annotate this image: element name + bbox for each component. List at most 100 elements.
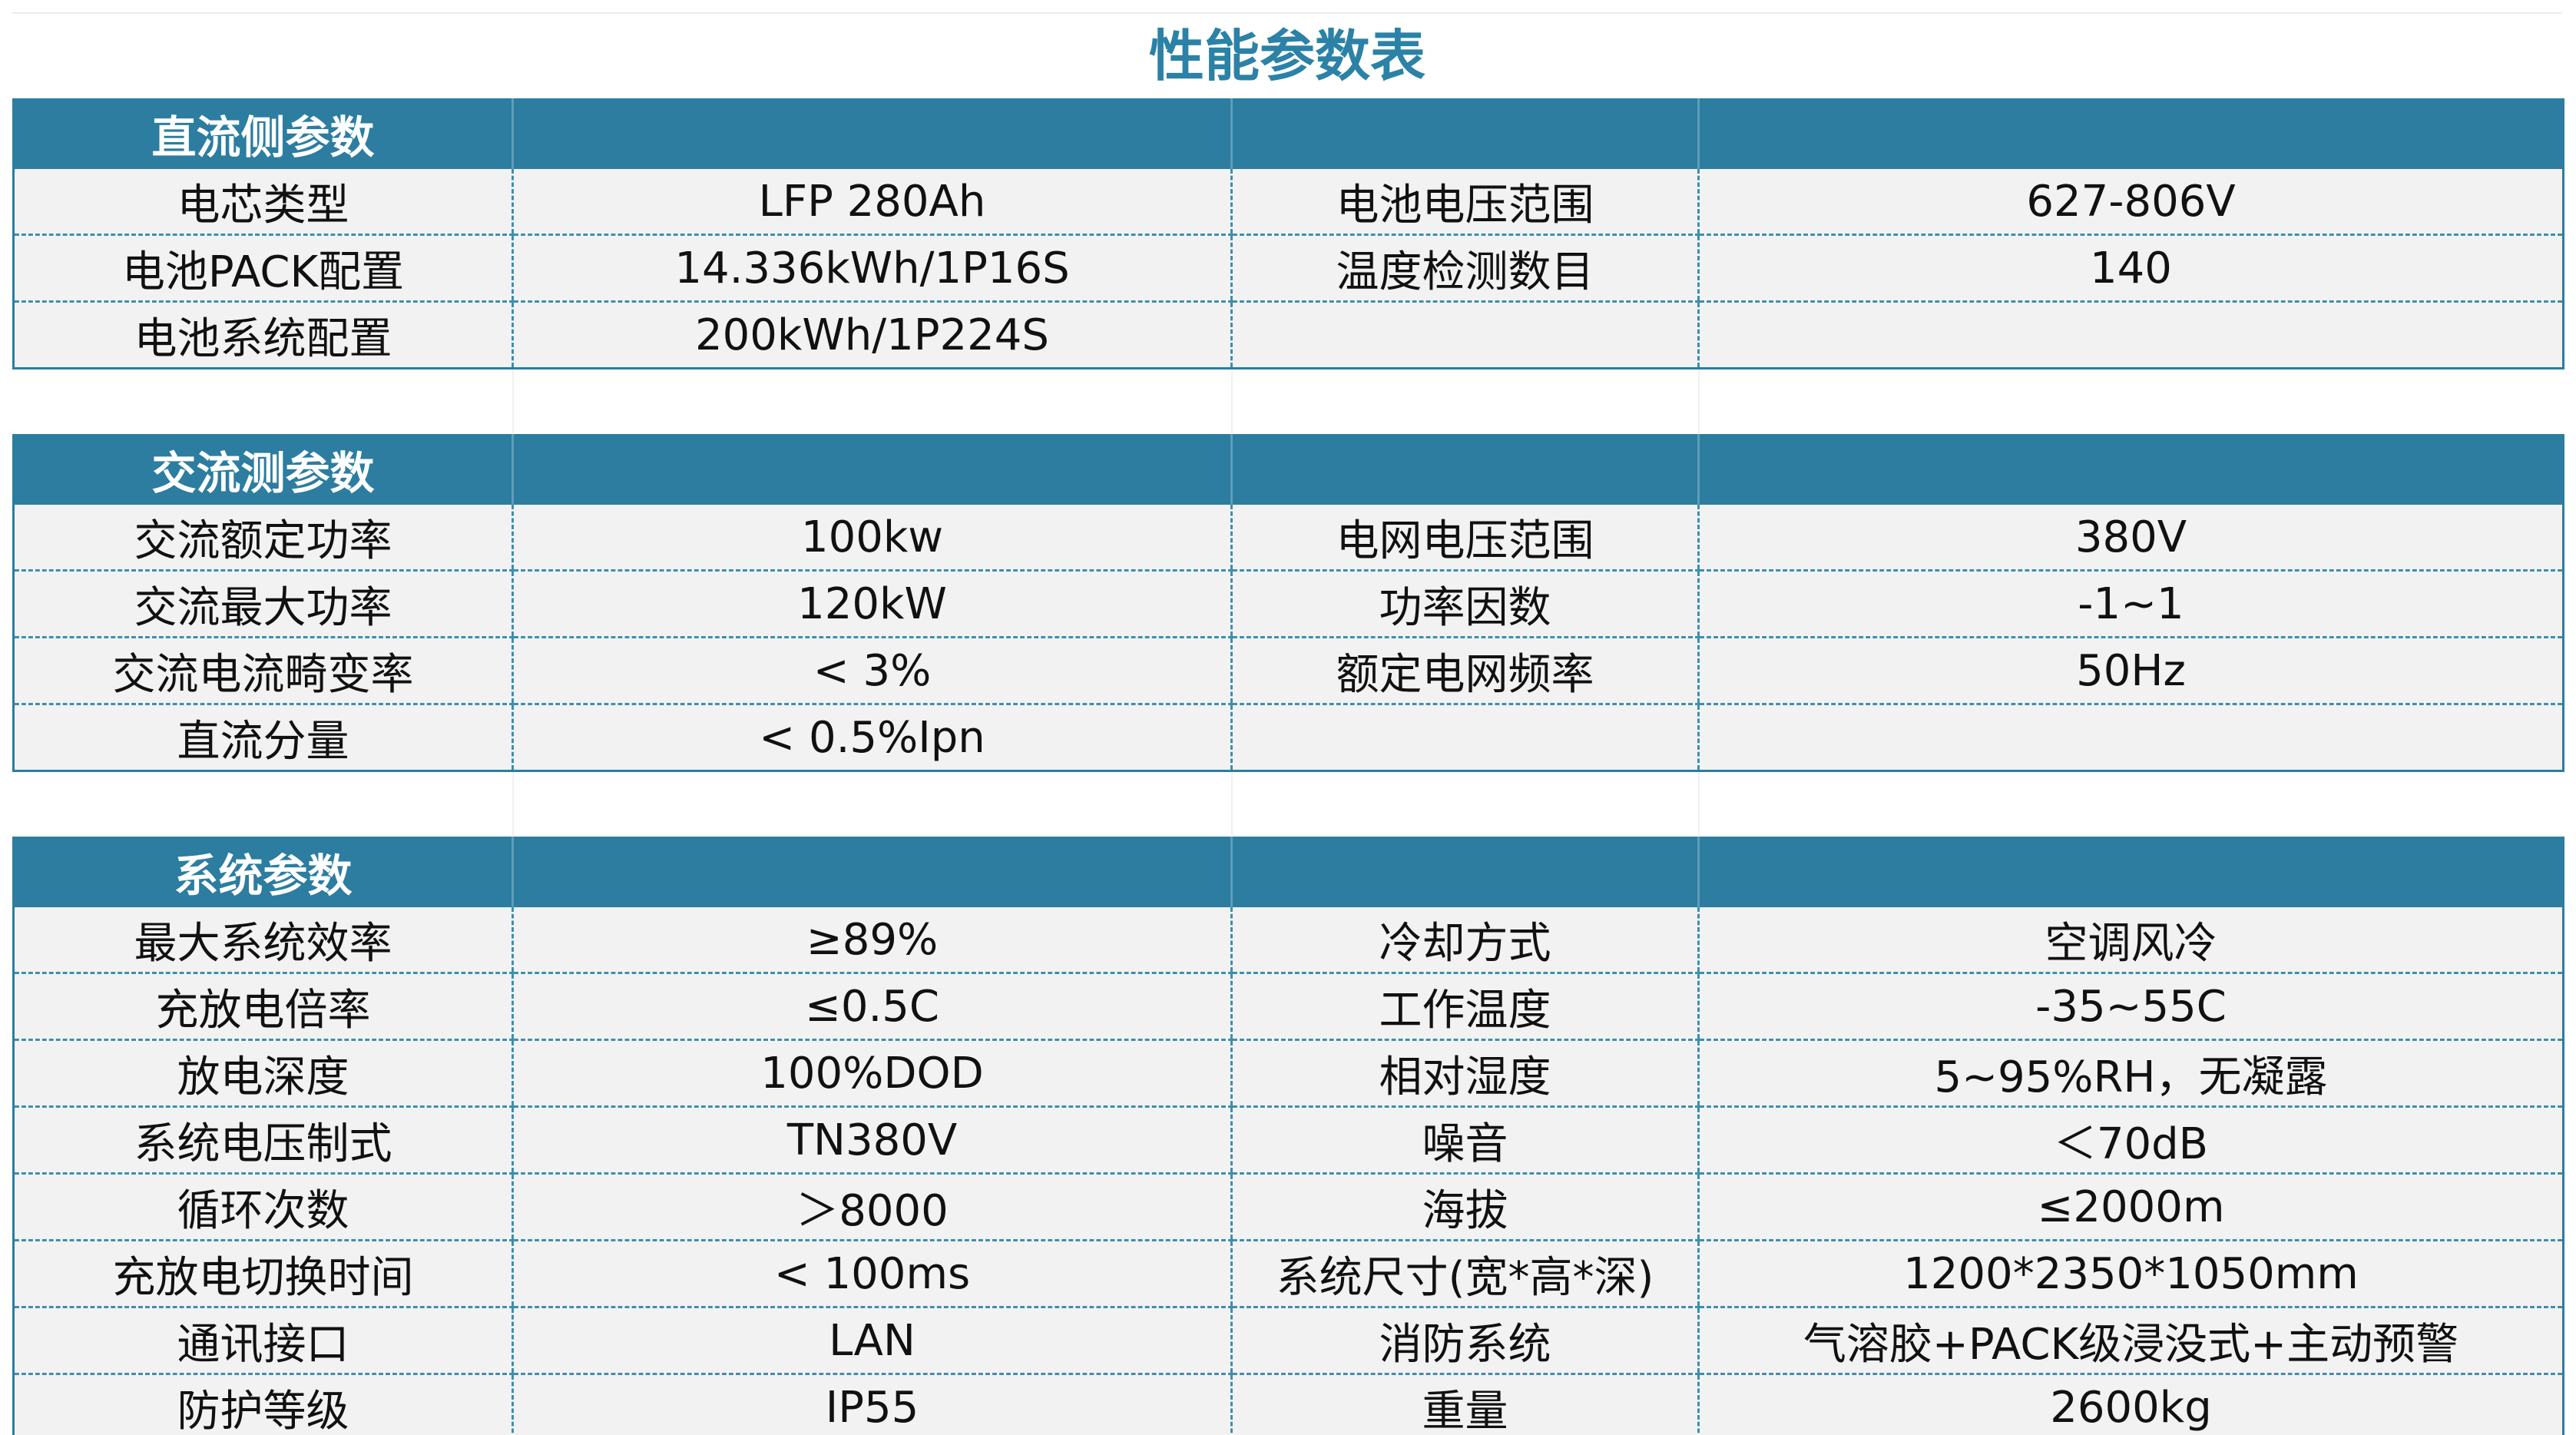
table-row: 交流额定功率 100kw 电网电压范围 380V: [12, 505, 2564, 572]
table-row: 交流电流畸变率 < 3% 额定电网频率 50Hz: [12, 637, 2564, 705]
section-spacer: [13, 771, 2564, 837]
table-row: 循环次数 ＞8000 海拔 ≤2000m: [12, 1173, 2564, 1241]
param-value-right: 50Hz: [1697, 637, 2564, 705]
param-value-left: ＞8000: [512, 1173, 1232, 1241]
section-header-cell: [512, 837, 1232, 907]
param-value-left: 200kWh/1P224S: [512, 301, 1232, 370]
param-value-left: < 0.5%Ipn: [512, 704, 1232, 772]
param-value-right: 空调风冷: [1697, 907, 2564, 974]
param-name-left: 放电深度: [12, 1039, 513, 1108]
spec-table-body: 直流侧参数 电芯类型 LFP 280Ah 电池电压范围 627-806V 电池PACK配置…: [12, 98, 2564, 1435]
param-name-right: 冷却方式: [1230, 907, 1699, 974]
param-value-left: TN380V: [512, 1106, 1232, 1175]
spacer-cell: [1230, 368, 1699, 434]
param-value-right: -35~55C: [1697, 973, 2564, 1041]
param-name-right: 相对湿度: [1230, 1039, 1699, 1108]
param-value-left: LAN: [512, 1307, 1232, 1375]
param-name-right: [1230, 301, 1699, 370]
param-value-left: 100kw: [512, 505, 1232, 572]
spec-table: 直流侧参数 电芯类型 LFP 280Ah 电池电压范围 627-806V 电池PACK配置…: [12, 98, 2564, 1435]
param-value-right: [1697, 704, 2564, 772]
param-name-right: 海拔: [1230, 1173, 1699, 1241]
section-header-cell: [512, 434, 1232, 505]
param-value-left: < 100ms: [512, 1240, 1232, 1308]
param-name-left: 交流电流畸变率: [12, 637, 513, 705]
section-header-cell: [1697, 837, 2564, 907]
section-header-cell: [1230, 434, 1699, 505]
param-name-right: 系统尺寸(宽*高*深): [1230, 1240, 1699, 1308]
spacer-cell: [512, 368, 1232, 434]
param-name-right: [1230, 704, 1699, 772]
table-row: 通讯接口 LAN 消防系统 气溶胶+PACK级浸没式+主动预警: [12, 1307, 2564, 1375]
param-value-right: ＜70dB: [1697, 1106, 2564, 1175]
table-row: 直流分量 < 0.5%Ipn: [12, 704, 2564, 772]
table-row: 放电深度 100%DOD 相对湿度 5~95%RH，无凝露: [12, 1039, 2564, 1108]
param-name-left: 防护等级: [12, 1374, 513, 1435]
param-name-right: 工作温度: [1230, 973, 1699, 1041]
section-header-row: 交流测参数: [12, 434, 2564, 505]
spacer-cell: [512, 771, 1232, 837]
table-row: 防护等级 IP55 重量 2600kg: [12, 1374, 2564, 1435]
param-name-right: 噪音: [1230, 1106, 1699, 1175]
table-row: 电芯类型 LFP 280Ah 电池电压范围 627-806V: [12, 169, 2564, 236]
param-name-right: 重量: [1230, 1374, 1699, 1435]
param-value-right: 140: [1697, 234, 2564, 303]
spacer-cell: [13, 368, 513, 434]
param-name-right: 温度检测数目: [1230, 234, 1699, 303]
param-name-left: 充放电倍率: [12, 973, 513, 1041]
param-value-right: ≤2000m: [1697, 1173, 2564, 1241]
param-name-left: 充放电切换时间: [12, 1240, 513, 1308]
param-value-right: 627-806V: [1697, 169, 2564, 236]
table-row: 充放电倍率 ≤0.5C 工作温度 -35~55C: [12, 973, 2564, 1041]
table-row: 最大系统效率 ≥89% 冷却方式 空调风冷: [12, 907, 2564, 974]
param-value-left: < 3%: [512, 637, 1232, 705]
param-name-left: 电池系统配置: [12, 301, 513, 370]
spacer-cell: [13, 771, 513, 837]
param-value-right: 2600kg: [1697, 1374, 2564, 1435]
spacer-cell: [1697, 368, 2564, 434]
table-row: 交流最大功率 120kW 功率因数 -1~1: [12, 570, 2564, 638]
param-value-left: ≤0.5C: [512, 973, 1232, 1041]
param-name-right: 电池电压范围: [1230, 169, 1699, 236]
param-value-right: 气溶胶+PACK级浸没式+主动预警: [1697, 1307, 2564, 1375]
param-name-left: 电芯类型: [12, 169, 513, 236]
spacer-cell: [1230, 771, 1699, 837]
page-title: 性能参数表: [12, 12, 2562, 98]
param-value-left: 14.336kWh/1P16S: [512, 234, 1232, 303]
spec-sheet: 性能参数表 直流侧参数 电芯类型 LFP 280Ah 电池电压范围 627-806V 电池…: [12, 12, 2564, 1435]
param-value-right: 1200*2350*1050mm: [1697, 1240, 2564, 1308]
param-name-left: 系统电压制式: [12, 1106, 513, 1175]
param-name-left: 通讯接口: [12, 1307, 513, 1375]
param-value-left: ≥89%: [512, 907, 1232, 974]
param-name-right: 消防系统: [1230, 1307, 1699, 1375]
param-value-right: 380V: [1697, 505, 2564, 572]
param-value-left: LFP 280Ah: [512, 169, 1232, 236]
table-row: 电池系统配置 200kWh/1P224S: [12, 301, 2564, 370]
section-header-row: 系统参数: [12, 837, 2564, 907]
section-title: 交流测参数: [12, 434, 513, 505]
section-header-cell: [1230, 98, 1699, 169]
section-spacer: [13, 368, 2564, 434]
param-value-left: 100%DOD: [512, 1039, 1232, 1108]
table-row: 电池PACK配置 14.336kWh/1P16S 温度检测数目 140: [12, 234, 2564, 303]
param-name-left: 最大系统效率: [12, 907, 513, 974]
param-name-left: 电池PACK配置: [12, 234, 513, 303]
section-header-row: 直流侧参数: [12, 98, 2564, 169]
table-row: 充放电切换时间 < 100ms 系统尺寸(宽*高*深) 1200*2350*1050m…: [12, 1240, 2564, 1308]
param-name-right: 电网电压范围: [1230, 505, 1699, 572]
param-value-right: 5~95%RH，无凝露: [1697, 1039, 2564, 1108]
section-header-cell: [1697, 434, 2564, 505]
param-name-left: 交流最大功率: [12, 570, 513, 638]
section-title: 系统参数: [12, 837, 513, 907]
param-name-right: 功率因数: [1230, 570, 1699, 638]
param-value-left: IP55: [512, 1374, 1232, 1435]
param-value-right: -1~1: [1697, 570, 2564, 638]
section-header-cell: [1230, 837, 1699, 907]
section-header-cell: [512, 98, 1232, 169]
param-value-right: [1697, 301, 2564, 370]
table-row: 系统电压制式 TN380V 噪音 ＜70dB: [12, 1106, 2564, 1175]
spacer-cell: [1697, 771, 2564, 837]
section-title: 直流侧参数: [12, 98, 513, 169]
param-name-left: 交流额定功率: [12, 505, 513, 572]
